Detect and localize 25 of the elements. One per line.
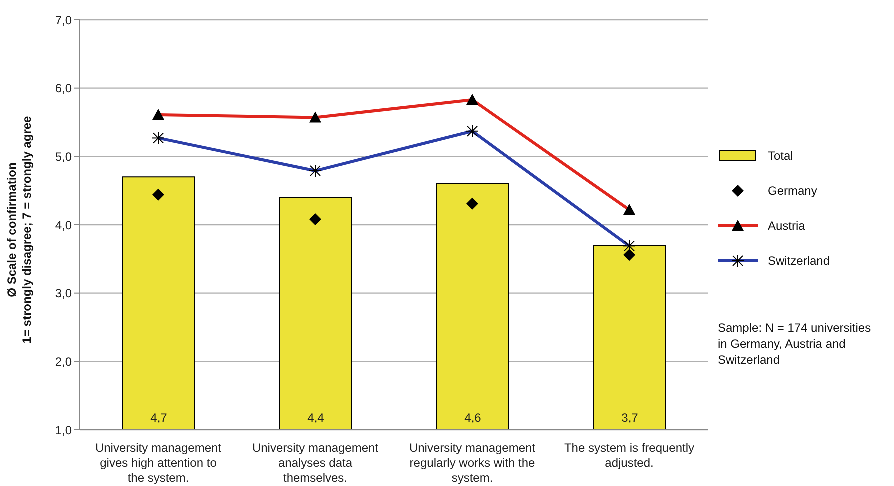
legend-label: Switzerland	[768, 254, 830, 268]
x-tick-label: University management analyses data themselves.	[252, 441, 380, 485]
data-label: 4,6	[464, 411, 482, 425]
y-tick-label: 5,0	[55, 150, 72, 164]
x-tick-label: University management regularly works with the system.	[409, 441, 536, 485]
y-tick-label: 7,0	[55, 13, 72, 28]
data-label: 4,7	[150, 411, 168, 425]
y-tick-label: 4,0	[55, 218, 72, 232]
point	[624, 249, 636, 262]
point	[310, 214, 322, 226]
y-axis-title: Ø Scale of confirmation 1= strongly disagree; 7 = strongly agree	[5, 116, 35, 344]
text: Sample: N = 174 universities in Germany, Austria and Switzerland	[718, 320, 872, 368]
point	[152, 188, 164, 201]
y-tick-label: 1,0	[55, 423, 72, 438]
y-tick-label: 2,0	[55, 354, 72, 369]
legend-label: Austria	[768, 218, 806, 232]
legend-label: Total	[768, 148, 794, 162]
y-tick-label: 6,0	[55, 82, 72, 96]
y-tick-label: 3,0	[55, 286, 72, 301]
point	[466, 198, 478, 210]
legend-label: Germany	[768, 184, 818, 198]
data-label: 3,7	[622, 411, 639, 425]
data-label: 4,4	[308, 411, 325, 425]
x-tick-label: The system is frequently adjusted.	[564, 441, 695, 470]
x-tick-label: University management gives high attention to the system.	[95, 441, 222, 485]
